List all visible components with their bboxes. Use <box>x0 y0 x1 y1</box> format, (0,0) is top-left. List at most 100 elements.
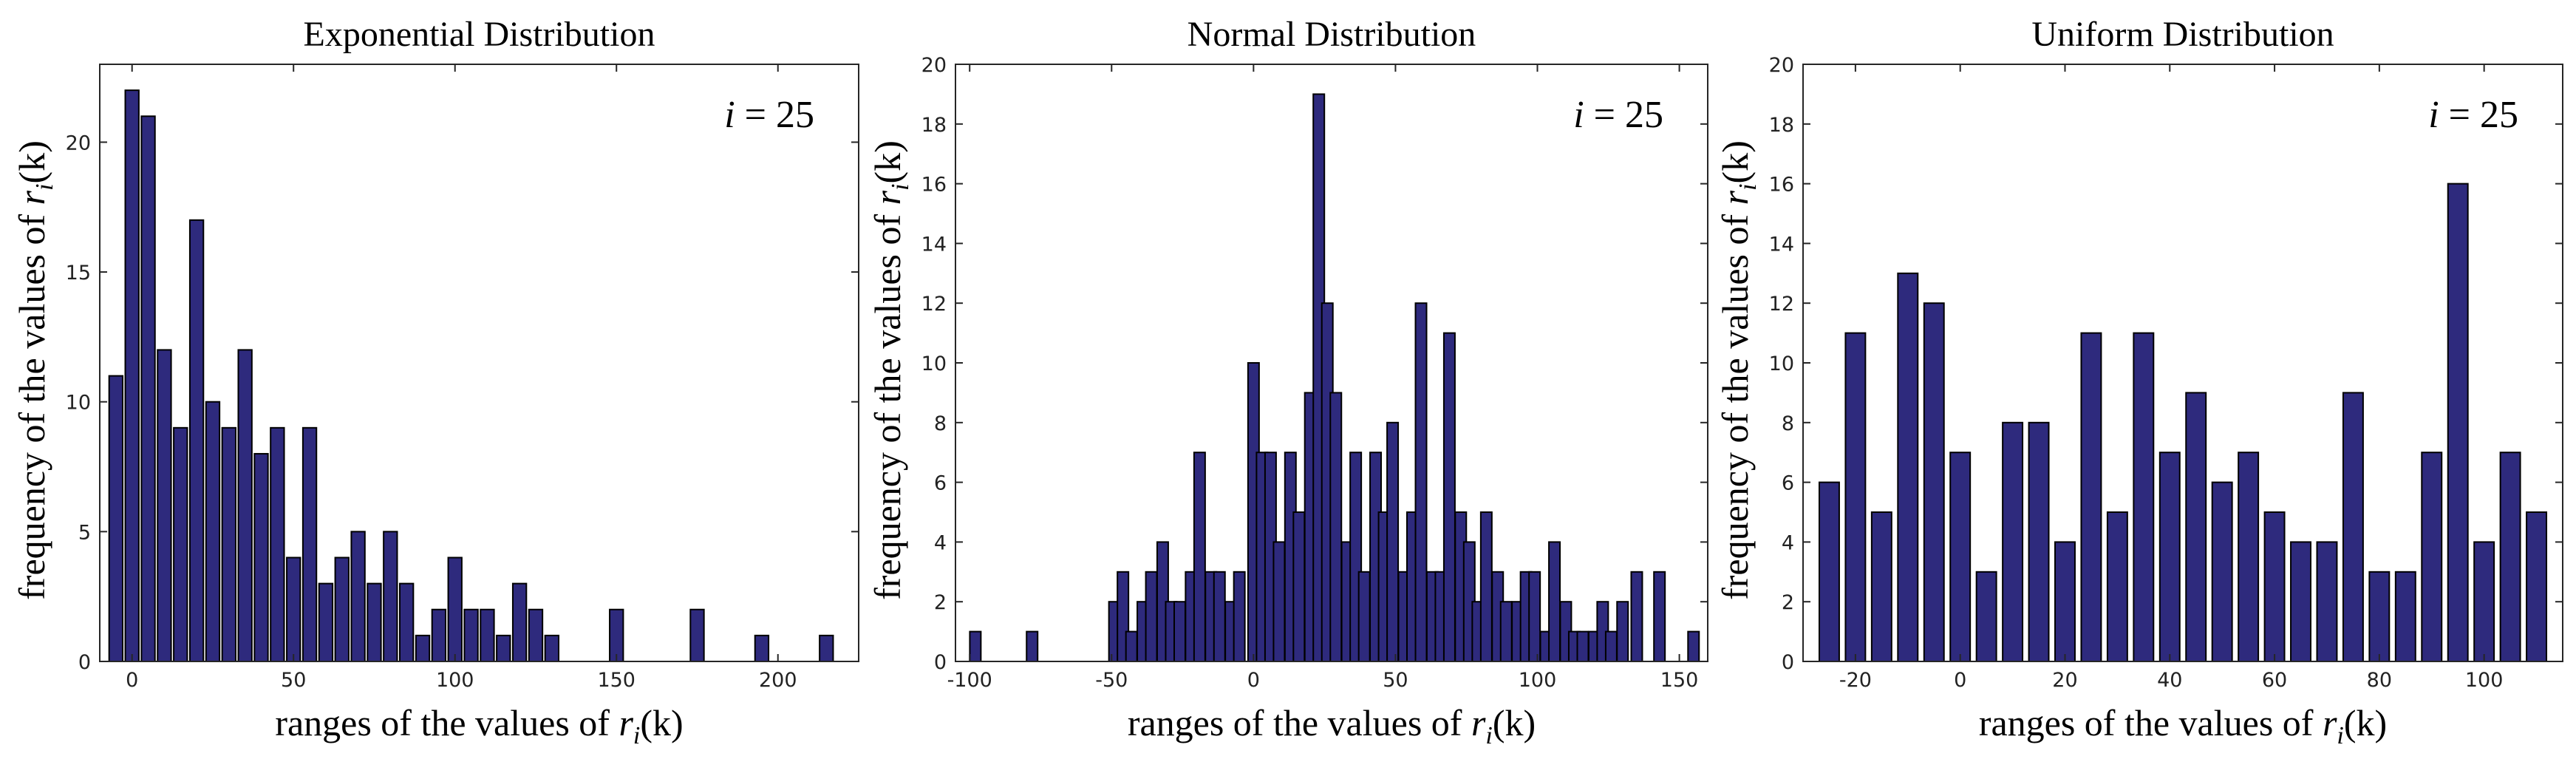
y-tick-label: 10 <box>66 392 91 415</box>
histogram-bar <box>1479 511 1493 662</box>
histogram-bar <box>2054 541 2076 663</box>
x-tick-label: 50 <box>281 669 306 692</box>
histogram-bar <box>969 630 982 662</box>
chart-title: Normal Distribution <box>1188 15 1476 54</box>
histogram-bar <box>1528 571 1541 662</box>
histogram-bar <box>1818 481 1840 662</box>
histogram-bar <box>2394 571 2416 662</box>
histogram-bar <box>1499 601 1513 663</box>
histogram-bar <box>1975 571 1997 662</box>
x-tick-label: 60 <box>2262 669 2287 692</box>
histogram-bar <box>1173 601 1186 663</box>
y-axis-label: frequency of the values of ri(k) <box>867 140 914 600</box>
y-tick-label: 15 <box>66 262 91 285</box>
x-axis-label: ranges of the values of ri(k) <box>1979 702 2387 749</box>
histogram-bar <box>1576 630 1589 662</box>
histogram-bar <box>286 557 301 662</box>
y-tick-label: 0 <box>78 651 91 674</box>
histogram-bar <box>108 375 124 662</box>
histogram-bar <box>1897 272 1919 662</box>
y-tick-label: 6 <box>1782 472 1794 495</box>
x-tick-label: 20 <box>2052 669 2077 692</box>
x-tick-label: 40 <box>2157 669 2182 692</box>
x-axis-label: ranges of the values of ri(k) <box>1128 702 1536 749</box>
y-tick-label: 18 <box>921 114 947 137</box>
histogram-bar <box>2238 452 2260 662</box>
x-tick-label: -50 <box>1095 669 1128 692</box>
y-tick-label: 16 <box>921 174 947 197</box>
histogram-bar <box>157 349 172 662</box>
histogram-bar <box>2290 541 2311 663</box>
histogram-bar <box>1630 571 1643 662</box>
x-tick-label: 0 <box>126 669 138 692</box>
histogram-bar <box>2368 571 2391 662</box>
histogram-bar <box>301 426 318 663</box>
histogram-bar <box>2002 421 2024 662</box>
x-tick-label: -20 <box>1839 669 1872 692</box>
histogram-bar <box>2028 421 2050 662</box>
x-tick-label: -100 <box>947 669 992 692</box>
y-axis-label: frequency of the values of ri(k) <box>1714 140 1762 600</box>
histogram-bar <box>2473 541 2495 663</box>
chart-title: Uniform Distribution <box>2031 15 2334 54</box>
y-tick-label: 20 <box>66 132 91 154</box>
x-tick-label: 50 <box>1383 669 1408 692</box>
histogram-bar <box>1357 571 1371 662</box>
x-axis-label: ranges of the values of ri(k) <box>275 702 683 749</box>
histogram-bar <box>2158 452 2181 662</box>
iteration-annotation: i = 25 <box>724 94 814 136</box>
histogram-bar <box>124 89 140 662</box>
y-tick-label: 5 <box>78 521 91 544</box>
histogram-bar <box>415 634 431 662</box>
x-tick-label: 80 <box>2367 669 2392 692</box>
exponential-histogram-panel: 0 50 100 150 200 0 5 10 15 20 Exponential Distribu… <box>11 15 859 749</box>
histogram-bar <box>334 557 350 662</box>
histogram-bar <box>2421 452 2443 662</box>
y-tick-label: 18 <box>1769 114 1794 137</box>
histogram-bar <box>173 426 188 663</box>
y-tick-label: 0 <box>934 651 947 674</box>
histogram-bar <box>350 531 366 662</box>
histogram-bar <box>1329 392 1343 663</box>
histogram-bar <box>1193 452 1206 662</box>
histogram-bar <box>511 582 528 662</box>
axes-box <box>99 64 859 662</box>
histogram-bar <box>431 608 447 662</box>
iteration-annotation: i = 25 <box>1573 94 1663 136</box>
histogram-bar <box>2499 452 2521 662</box>
histogram-bar <box>383 531 398 662</box>
histogram-bar <box>480 608 495 662</box>
histogram-bar <box>1386 421 1400 662</box>
histogram-bar <box>1414 302 1428 662</box>
histogram-bar <box>1687 630 1700 662</box>
histogram-bar <box>2526 511 2548 662</box>
histogram-bar <box>1442 332 1456 662</box>
histogram-bar <box>1233 571 1246 662</box>
x-tick-label: 150 <box>597 669 636 692</box>
histogram-bar <box>1026 630 1039 662</box>
histogram-bar <box>1604 630 1618 662</box>
y-tick-label: 4 <box>934 531 947 554</box>
histogram-bar <box>528 608 544 662</box>
histogram-bar <box>1272 541 1286 663</box>
y-tick-label: 20 <box>921 54 947 77</box>
histogram-bar <box>140 115 156 662</box>
x-tick-label: 200 <box>759 669 797 692</box>
y-tick-label: 0 <box>1782 651 1794 674</box>
histogram-bar <box>367 582 382 662</box>
chart-title: Exponential Distribution <box>304 15 655 54</box>
histogram-bar <box>1653 571 1666 662</box>
histogram-bar <box>2133 332 2155 662</box>
histogram-bar <box>1145 571 1158 662</box>
histogram-bar <box>1923 302 1945 662</box>
y-tick-label: 8 <box>1782 412 1794 435</box>
histogram-bar <box>1125 630 1138 662</box>
histogram-bar <box>609 608 624 662</box>
histogram-bar <box>2080 332 2102 662</box>
y-tick-label: 20 <box>1769 54 1794 77</box>
iteration-annotation: i = 25 <box>2428 94 2518 136</box>
x-tick-label: 0 <box>1954 669 1966 692</box>
y-tick-label: 8 <box>934 412 947 435</box>
x-tick-label: 100 <box>436 669 474 692</box>
histogram-bar <box>318 582 334 662</box>
